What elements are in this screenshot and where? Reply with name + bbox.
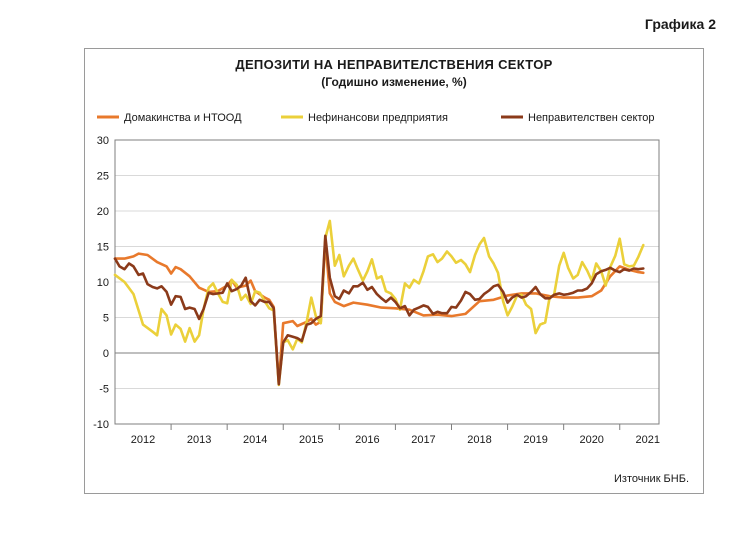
y-tick-label: 5 <box>103 313 109 325</box>
y-tick-label: 0 <box>103 348 109 360</box>
x-tick-label: 2020 <box>579 434 603 446</box>
legend-nonfinancial-label: Нефинансови предприятия <box>308 112 448 124</box>
legend-households-label: Домакинства и НТООД <box>124 112 242 124</box>
chart-title: ДЕПОЗИТИ НА НЕПРАВИТЕЛСТВЕНИЯ СЕКТОР <box>235 57 553 72</box>
x-tick-label: 2014 <box>243 434 267 446</box>
x-tick-label: 2012 <box>131 434 155 446</box>
y-tick-label: 20 <box>97 206 109 218</box>
y-tick-label: -5 <box>99 384 109 396</box>
series-government-line <box>113 234 645 386</box>
chart-subtitle: (Годишно изменение, %) <box>321 75 467 89</box>
chart-frame: ДЕПОЗИТИ НА НЕПРАВИТЕЛСТВЕНИЯ СЕКТОР (Го… <box>84 48 704 494</box>
line-chart: -10 -5 0 5 10 15 20 25 30 2012 2013 2014 2015 2016 201… <box>93 112 660 446</box>
series-households-line <box>113 239 645 385</box>
y-tick-label: 25 <box>97 171 109 183</box>
x-tick-label: 2017 <box>411 434 435 446</box>
y-tick-label: 30 <box>97 135 109 147</box>
y-tick-label: 10 <box>97 277 109 289</box>
x-tick-label: 2016 <box>355 434 379 446</box>
y-tick-label: -10 <box>93 419 109 431</box>
y-tick-label: 15 <box>97 242 109 254</box>
source-note: Източник БНБ. <box>614 473 689 485</box>
legend-government-label: Неправителствен сектор <box>528 112 655 124</box>
x-tick-label: 2019 <box>523 434 547 446</box>
plot-area <box>114 139 660 425</box>
series-nonfinancial-line <box>113 219 645 387</box>
x-tick-label: 2015 <box>299 434 323 446</box>
x-tick-label: 2013 <box>187 434 211 446</box>
x-tick-label: 2021 <box>636 434 660 446</box>
x-tick-label: 2018 <box>467 434 491 446</box>
document-label: Графика 2 <box>644 16 716 32</box>
